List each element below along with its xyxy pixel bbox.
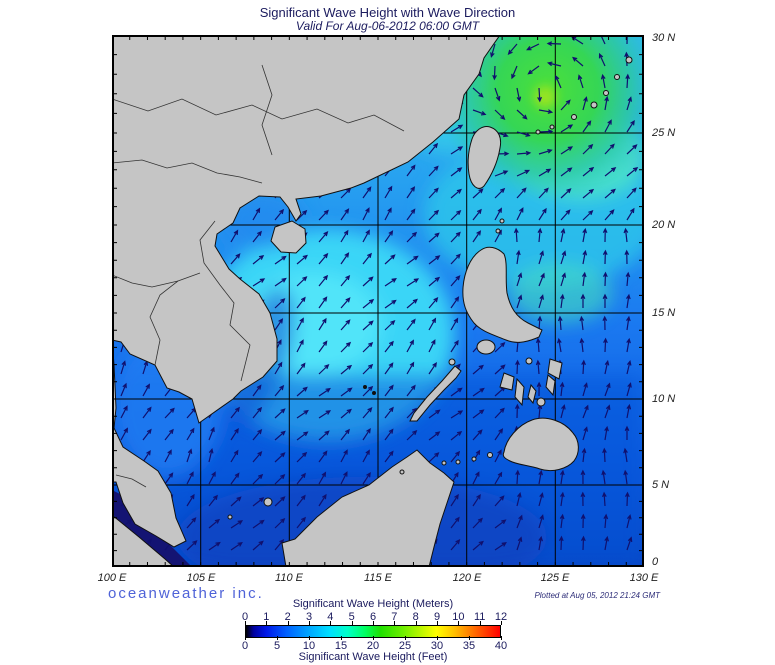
land-mainland-asia xyxy=(111,34,501,548)
lat-label-30N: 30 N xyxy=(652,32,676,44)
meters-tick-3: 3 xyxy=(305,611,313,623)
storm-peak xyxy=(534,86,556,108)
lon-label-105E: 105 E xyxy=(186,572,216,584)
feet-tick-5: 5 xyxy=(273,640,281,652)
lat-label-20N: 20 N xyxy=(652,219,676,231)
land-ryukyu-islands xyxy=(535,56,633,135)
meters-tickmark xyxy=(245,621,246,625)
meters-tick-4: 4 xyxy=(327,611,334,623)
lat-label-15N: 15 N xyxy=(652,307,676,319)
feet-tickmark xyxy=(501,636,502,640)
plotted-timestamp: Plotted at Aug 05, 2012 21:24 GMT xyxy=(534,591,660,600)
land-mindoro xyxy=(476,339,496,355)
feet-tickmark xyxy=(437,636,438,640)
degree-tick-marks xyxy=(112,35,644,567)
land-samar xyxy=(547,358,563,380)
feet-tick-40: 40 xyxy=(494,640,508,652)
meters-tick-10: 10 xyxy=(452,611,465,623)
land-taiwan xyxy=(467,126,502,189)
feet-tickmark xyxy=(373,636,374,640)
map-frame xyxy=(112,35,644,567)
meters-tickmark xyxy=(287,621,289,625)
feet-tickmark xyxy=(405,636,406,640)
land-leyte xyxy=(545,374,556,397)
meters-tickmark xyxy=(458,621,460,625)
meters-tick-8: 8 xyxy=(412,611,419,623)
meters-tick-0: 0 xyxy=(241,611,249,623)
meters-tick-1: 1 xyxy=(263,611,270,623)
land-hainan xyxy=(270,220,307,254)
land-bohol xyxy=(536,397,546,407)
lon-label-110E: 110 E xyxy=(275,572,303,584)
land-small-islands xyxy=(227,218,505,520)
meters-tickmark xyxy=(479,621,481,625)
meters-tickmark xyxy=(501,621,502,625)
page-title: Significant Wave Height with Wave Direct… xyxy=(259,5,516,20)
feet-tick-10: 10 xyxy=(302,640,316,652)
feet-tick-30: 30 xyxy=(430,640,444,652)
land-palawan xyxy=(409,365,462,422)
meters-tick-6: 6 xyxy=(369,611,377,623)
meters-tick-5: 5 xyxy=(348,611,355,623)
lon-label-115E: 115 E xyxy=(364,572,392,584)
lon-label-100E: 100 E xyxy=(97,572,127,584)
lat-label-25N: 25 N xyxy=(652,127,676,139)
land-panay xyxy=(499,372,515,391)
land-negros xyxy=(514,377,525,407)
wave-map-svg xyxy=(111,0,660,597)
meters-tick-9: 9 xyxy=(433,611,441,623)
feet-tick-35: 35 xyxy=(462,640,476,652)
meters-tickmark xyxy=(266,621,268,625)
land-calamian xyxy=(448,358,456,366)
meters-tickmark xyxy=(330,621,332,625)
meters-tickmark xyxy=(415,621,417,625)
land-mindanao xyxy=(502,417,579,472)
legend-title-feet: Significant Wave Height (Feet) xyxy=(298,651,448,663)
land-luzon xyxy=(462,246,543,343)
feet-tickmark xyxy=(277,636,278,640)
meters-tick-2: 2 xyxy=(284,611,291,623)
land-layer xyxy=(111,34,633,568)
lon-label-125E: 125 E xyxy=(540,572,570,584)
feet-tickmark xyxy=(309,636,310,640)
lon-label-130E: 130 E xyxy=(629,572,659,584)
valid-time-subtitle: Valid For Aug-06-2012 06:00 GMT xyxy=(295,19,480,33)
land-cebu xyxy=(527,383,537,405)
meters-tick-12: 12 xyxy=(494,611,508,623)
meters-tickmark xyxy=(394,621,396,625)
meters-tickmark xyxy=(437,621,438,625)
land-borneo xyxy=(281,449,455,568)
feet-tickmark xyxy=(245,636,246,640)
lat-label-0: 0 xyxy=(652,556,659,568)
feet-tickmark xyxy=(469,636,470,640)
feet-tick-0: 0 xyxy=(241,640,249,652)
lat-label-5N: 5 N xyxy=(652,479,670,491)
legend-title-meters: Significant Wave Height (Meters) xyxy=(292,598,454,610)
feet-tickmark xyxy=(341,636,342,640)
meters-tickmark xyxy=(373,621,374,625)
meters-tickmark xyxy=(309,621,310,625)
meters-tickmark xyxy=(351,621,353,625)
oceanweather-logo-text: oceanweather inc. xyxy=(108,585,264,602)
lon-label-120E: 120 E xyxy=(452,572,482,584)
feet-tick-20: 20 xyxy=(366,640,380,652)
feet-tick-15: 15 xyxy=(334,640,348,652)
land-masbate xyxy=(525,357,533,365)
political-borders xyxy=(111,64,405,488)
meters-tick-11: 11 xyxy=(473,611,486,623)
feet-tick-25: 25 xyxy=(398,640,412,652)
meters-tick-7: 7 xyxy=(391,611,398,623)
lat-label-10N: 10 N xyxy=(652,393,676,405)
wave-map xyxy=(111,0,660,597)
